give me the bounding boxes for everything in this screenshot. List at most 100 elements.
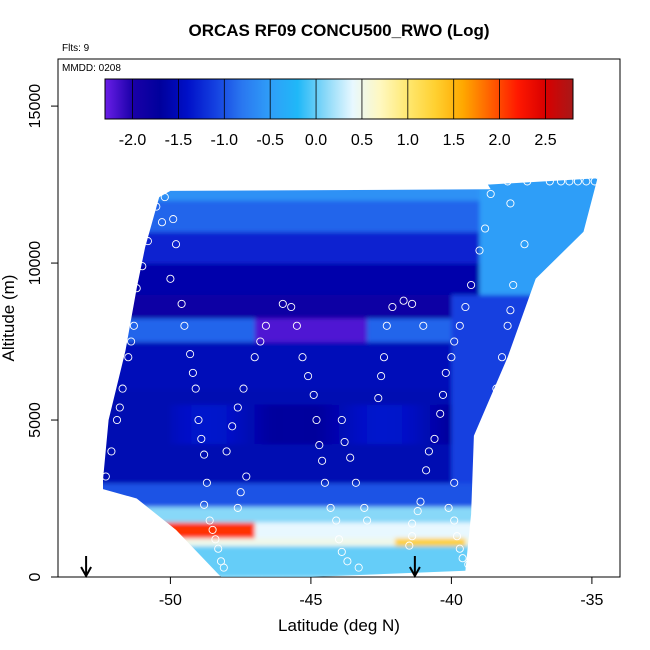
- heatmap-cell: [332, 349, 340, 358]
- heatmap-cell: [479, 357, 488, 366]
- heatmap-cell: [584, 325, 593, 335]
- heatmap-cell: [184, 208, 192, 217]
- heatmap-cell: [458, 270, 466, 280]
- heatmap-cell: [444, 302, 452, 311]
- heatmap-cell: [556, 178, 565, 186]
- heatmap-cell: [563, 380, 572, 390]
- heatmap-cell: [163, 341, 171, 350]
- heatmap-cell: [303, 286, 312, 295]
- heatmap-cell: [549, 231, 558, 241]
- heatmap-cell: [261, 310, 270, 319]
- sample-point: [326, 503, 335, 512]
- heatmap-cell: [402, 294, 410, 303]
- heatmap-cell: [93, 295, 101, 303]
- heatmap-cell: [416, 208, 424, 217]
- heatmap-cell: [493, 333, 502, 343]
- heatmap-cell: [135, 396, 143, 405]
- heatmap-cell: [261, 372, 270, 382]
- heatmap-cell: [282, 333, 291, 343]
- heatmap-cell: [381, 223, 389, 233]
- colorbar-tick-label: 1.0: [397, 132, 419, 149]
- heatmap-cell: [205, 537, 214, 547]
- heatmap-cell: [135, 388, 143, 397]
- heatmap-cell: [191, 302, 200, 311]
- heatmap-cell: [473, 169, 481, 177]
- heatmap-cell: [409, 537, 417, 547]
- heatmap-cell: [149, 333, 157, 343]
- heatmap-cell: [514, 247, 523, 256]
- heatmap-cell: [261, 420, 270, 429]
- heatmap-cell: [142, 278, 150, 288]
- heatmap-cell: [121, 537, 129, 547]
- heatmap-cell: [205, 427, 214, 437]
- heatmap-cell: [156, 184, 164, 193]
- heatmap-cell: [542, 223, 551, 233]
- heatmap-cell: [324, 380, 333, 390]
- heatmap-cell: [472, 561, 481, 570]
- heatmap-cell: [177, 396, 185, 405]
- heatmap-cell: [570, 325, 579, 335]
- heatmap-cell: [500, 255, 509, 264]
- heatmap-cell: [149, 427, 157, 437]
- heatmap-cell: [472, 420, 481, 429]
- heatmap-cell: [528, 325, 537, 335]
- heatmap-cell: [332, 372, 340, 382]
- heatmap-cell: [163, 357, 171, 366]
- heatmap-cell: [542, 427, 551, 437]
- heatmap-cell: [500, 427, 509, 437]
- heatmap-cell: [563, 412, 572, 421]
- heatmap-cell: [205, 231, 214, 241]
- heatmap-cell: [107, 545, 115, 554]
- heatmap-cell: [142, 553, 150, 562]
- heatmap-cell: [177, 365, 185, 374]
- heatmap-cell: [367, 200, 375, 209]
- heatmap-cell: [317, 223, 326, 233]
- heatmap-cell: [254, 349, 263, 358]
- heatmap-cell: [577, 200, 586, 209]
- heatmap-cell: [93, 514, 101, 522]
- heatmap-cell: [388, 341, 396, 350]
- sample-point: [441, 368, 450, 377]
- heatmap-cell: [226, 341, 235, 350]
- heatmap-cell: [367, 310, 375, 319]
- heatmap-cell: [465, 506, 473, 515]
- heatmap-cell: [93, 412, 101, 420]
- heatmap-cell: [254, 490, 263, 500]
- heatmap-cell: [486, 247, 495, 256]
- heatmap-cell: [233, 200, 242, 209]
- heatmap-cell: [535, 178, 544, 186]
- heatmap-cell: [107, 357, 115, 366]
- heatmap-cell: [275, 255, 284, 264]
- heatmap-cell: [388, 506, 396, 515]
- heatmap-cell: [226, 420, 235, 429]
- heatmap-cell: [103, 529, 108, 539]
- heatmap-cell: [500, 569, 509, 578]
- heatmap-cell: [261, 545, 270, 554]
- heatmap-cell: [521, 475, 530, 484]
- heatmap-cell: [121, 239, 129, 248]
- heatmap-cell: [584, 420, 593, 429]
- heatmap-cell: [261, 302, 270, 311]
- heatmap-cell: [388, 459, 396, 468]
- heatmap-cell: [430, 192, 438, 201]
- heatmap-cell: [247, 522, 256, 531]
- heatmap-cell: [437, 349, 445, 358]
- heatmap-cell: [346, 341, 354, 350]
- heatmap-cell: [430, 482, 438, 492]
- heatmap-cell: [542, 522, 551, 531]
- heatmap-cell: [599, 459, 607, 467]
- heatmap-cell: [268, 388, 277, 397]
- heatmap-cell: [303, 184, 312, 193]
- heatmap-cell: [556, 380, 565, 390]
- heatmap-cell: [205, 451, 214, 460]
- heatmap-cell: [416, 294, 424, 303]
- heatmap-cell: [191, 178, 200, 186]
- heatmap-cell: [247, 349, 256, 358]
- heatmap-cell: [191, 263, 200, 272]
- heatmap-cell: [535, 302, 544, 311]
- heatmap-cell: [465, 349, 473, 358]
- heatmap-cell: [577, 255, 586, 264]
- heatmap-cell: [395, 388, 403, 397]
- heatmap-cell: [521, 341, 530, 350]
- heatmap-cell: [275, 420, 284, 429]
